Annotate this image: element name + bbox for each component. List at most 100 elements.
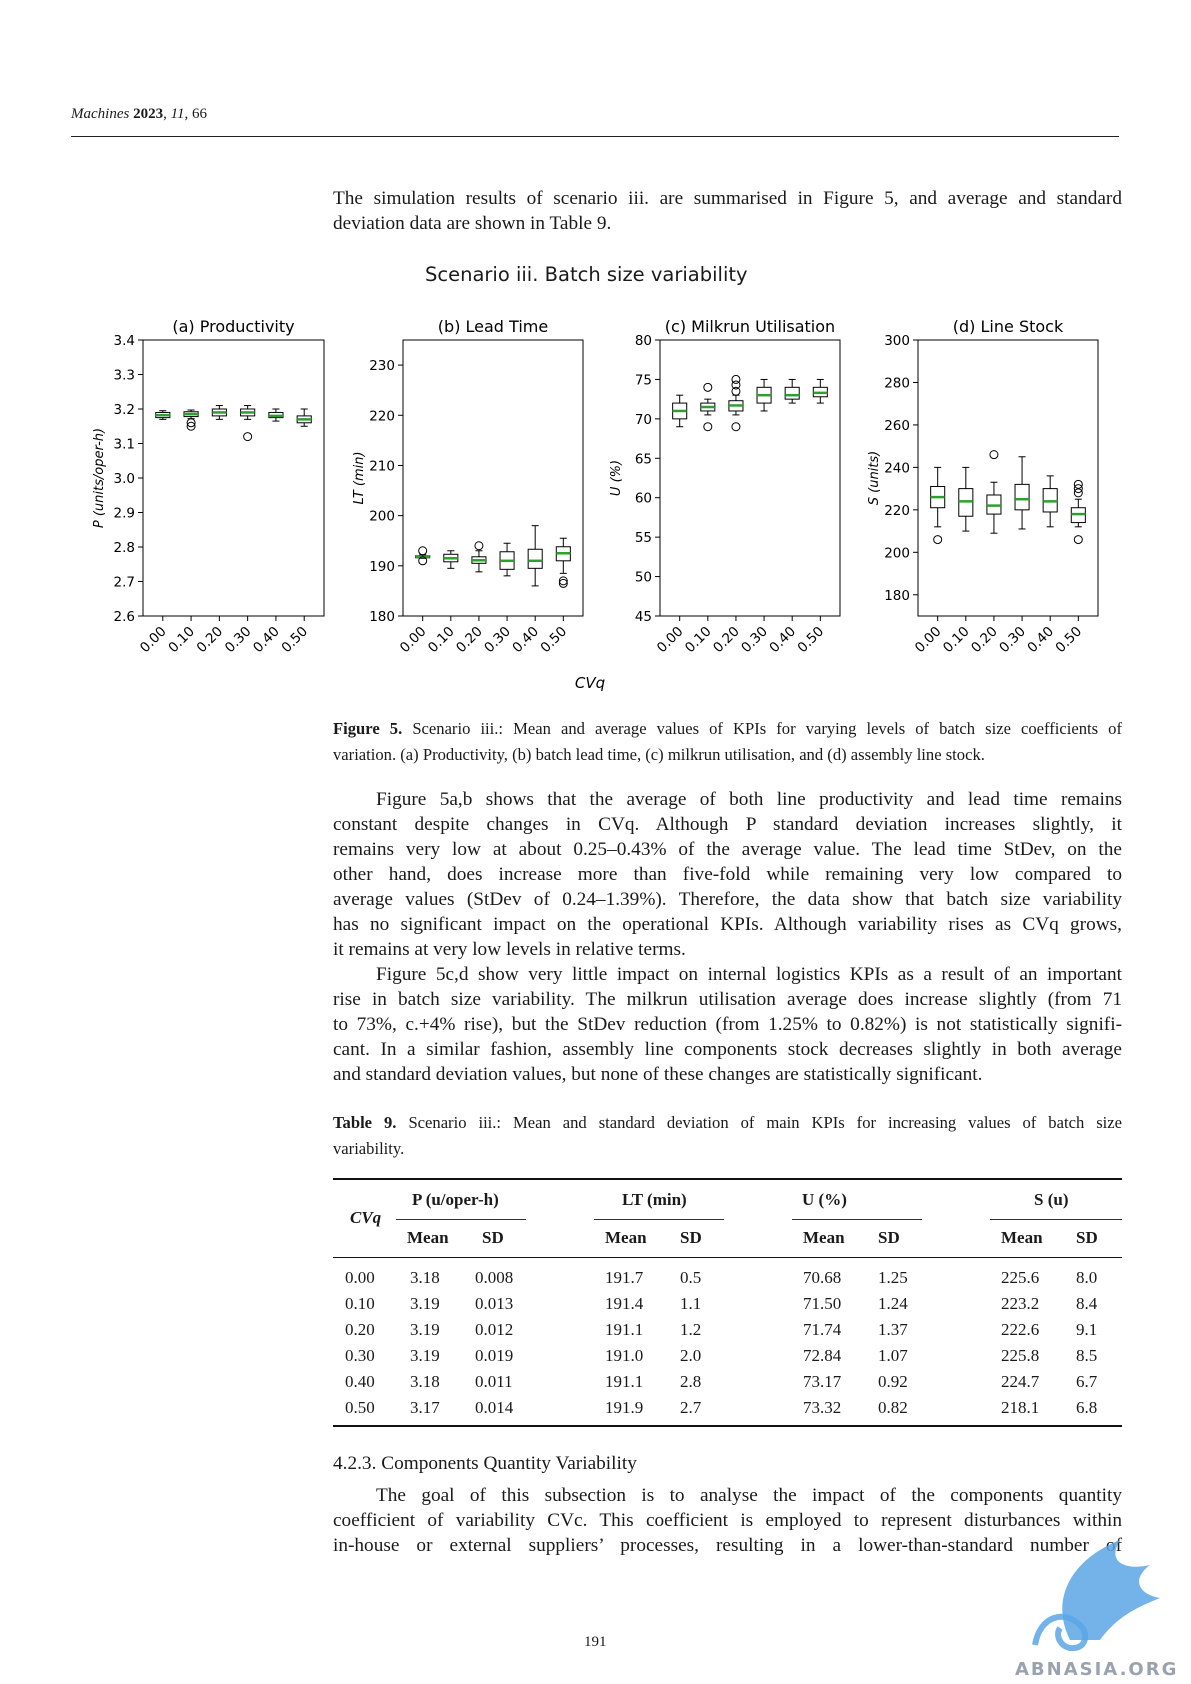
table-cell: 73.17: [803, 1372, 842, 1391]
table-subhead: Mean: [803, 1228, 845, 1247]
table-subhead: SD: [482, 1228, 504, 1247]
table-cell: 3.18: [410, 1268, 440, 1287]
table-cell: 1.37: [878, 1320, 908, 1339]
table-cell: 1.24: [878, 1294, 908, 1313]
table-subhead: Mean: [605, 1228, 647, 1247]
subsection-paragraph: The goal of this subsection is to analys…: [333, 1483, 1122, 1558]
box: [1014, 483, 1030, 511]
x-tick-label: 0.30: [738, 624, 771, 657]
y-axis-label: P (units/oper-h): [92, 428, 107, 528]
figure-5: CVq (a) Productivity P (units/oper-h) 2.6 2…: [92, 317, 1099, 692]
table-cell: 191.4: [605, 1294, 644, 1313]
table-cell: 72.84: [803, 1346, 842, 1365]
x-tick-label: 0.20: [710, 624, 743, 657]
y-tick-label: 180: [884, 588, 910, 604]
table-cell: 1.1: [680, 1294, 702, 1313]
y-axis-label: LT (min): [352, 451, 367, 504]
table-cell: 0.013: [475, 1294, 514, 1313]
x-tick-label: 0.20: [968, 624, 1001, 657]
table-cell: 2.7: [680, 1398, 702, 1417]
table-cell: 70.68: [803, 1268, 842, 1287]
dragon-body-icon: [1032, 1613, 1089, 1652]
table-row-label: 0.00: [345, 1268, 375, 1287]
y-tick-label: 3.0: [114, 471, 135, 487]
table-caption-line: Scenario iii.: Mean and standard deviati…: [408, 1113, 1123, 1132]
y-tick-label: 75: [635, 372, 652, 388]
y-tick-label: 65: [635, 451, 652, 467]
table-cell: 222.6: [1001, 1320, 1040, 1339]
outlier-point: [731, 380, 741, 390]
x-tick-label: 0.00: [912, 624, 945, 657]
panel-title: (d) Line Stock: [953, 317, 1064, 336]
table-cell: 1.2: [680, 1320, 702, 1339]
journal-name: Machines: [71, 106, 130, 122]
y-tick-label: 200: [884, 545, 910, 561]
y-tick-label: 210: [369, 458, 395, 474]
table-row-header: CVq: [350, 1208, 382, 1227]
outlier-point: [418, 546, 428, 556]
table-bottom-rule: [333, 1425, 1122, 1427]
x-tick-label: 0.40: [509, 624, 542, 657]
table-cell: 6.8: [1076, 1398, 1098, 1417]
table-cell: 1.07: [878, 1346, 908, 1365]
table-row-label: 0.50: [345, 1398, 375, 1417]
plot-frame: [659, 339, 841, 617]
table-cell: 8.4: [1076, 1294, 1098, 1313]
figure-caption: Figure 5. Scenario iii.: Mean and averag…: [333, 716, 1122, 768]
figure-xlabel: CVq: [575, 674, 605, 692]
y-tick-label: 220: [884, 503, 910, 519]
box: [527, 548, 543, 569]
body-line: remains very low at about 0.25–0.43% of …: [333, 839, 1122, 860]
page-number: 191: [584, 1634, 607, 1650]
table-cell: 225.8: [1001, 1346, 1040, 1365]
table-cell: 0.019: [475, 1346, 514, 1365]
figure-caption-line: variation. (a) Productivity, (b) batch l…: [333, 745, 985, 764]
outlier-point: [731, 374, 741, 384]
table-row-label: 0.10: [345, 1294, 375, 1313]
body-line: to 73%, c.+4% rise), but the StDev reduc…: [333, 1014, 1122, 1035]
group-rule: [990, 1219, 1122, 1220]
figure-caption-label: Figure 5.: [333, 719, 403, 738]
body-line: in-house or external suppliers’ processe…: [333, 1535, 1122, 1556]
table-cell: 2.0: [680, 1346, 702, 1365]
table-group-header: U (%): [802, 1190, 847, 1209]
body-line: constant despite changes in CVq. Althoug…: [333, 814, 1122, 835]
y-tick-label: 220: [369, 408, 395, 424]
table-cell: 191.1: [605, 1320, 644, 1339]
table-cell: 191.1: [605, 1372, 644, 1391]
table-cell: 0.012: [475, 1320, 514, 1339]
figure-title: Scenario iii. Batch size variability: [425, 263, 748, 286]
watermark-text: ABNASIA.ORG: [1015, 1659, 1178, 1680]
table-cell: 0.5: [680, 1268, 702, 1287]
x-tick-label: 0.10: [940, 624, 973, 657]
y-tick-label: 50: [635, 570, 652, 586]
y-tick-label: 190: [369, 559, 395, 575]
y-tick-label: 2.7: [114, 575, 135, 591]
running-head: Machines 2023, 11, 66: [71, 106, 207, 122]
panel-title: (b) Lead Time: [438, 317, 548, 336]
y-tick-label: 230: [369, 358, 395, 374]
outlier-point: [243, 432, 253, 442]
table-cell: 6.7: [1076, 1372, 1098, 1391]
outlier-point: [731, 386, 741, 396]
table-cell: 2.8: [680, 1372, 702, 1391]
intro-line: The simulation results of scenario iii. …: [333, 188, 1122, 209]
outlier-point: [703, 382, 713, 392]
x-tick-label: 0.30: [996, 624, 1029, 657]
y-tick-label: 60: [635, 491, 652, 507]
group-rule: [396, 1219, 526, 1220]
y-axis-label: S (units): [867, 451, 882, 506]
intro-line: deviation data are shown in Table 9.: [333, 213, 612, 234]
y-tick-label: 260: [884, 418, 910, 434]
plot-frame: [917, 339, 1099, 617]
table-group-header: S (u): [1034, 1190, 1069, 1209]
y-tick-label: 70: [635, 412, 652, 428]
table-cell: 73.32: [803, 1398, 842, 1417]
figure-caption-line: Scenario iii.: Mean and average values o…: [412, 719, 1122, 738]
outlier-point: [186, 418, 196, 428]
y-tick-label: 2.9: [114, 506, 135, 522]
subsection-title: 4.2.3. Components Quantity Variability: [333, 1453, 637, 1474]
table-subhead: SD: [1076, 1228, 1098, 1247]
group-rule: [792, 1219, 922, 1220]
table-cell: 223.2: [1001, 1294, 1040, 1313]
